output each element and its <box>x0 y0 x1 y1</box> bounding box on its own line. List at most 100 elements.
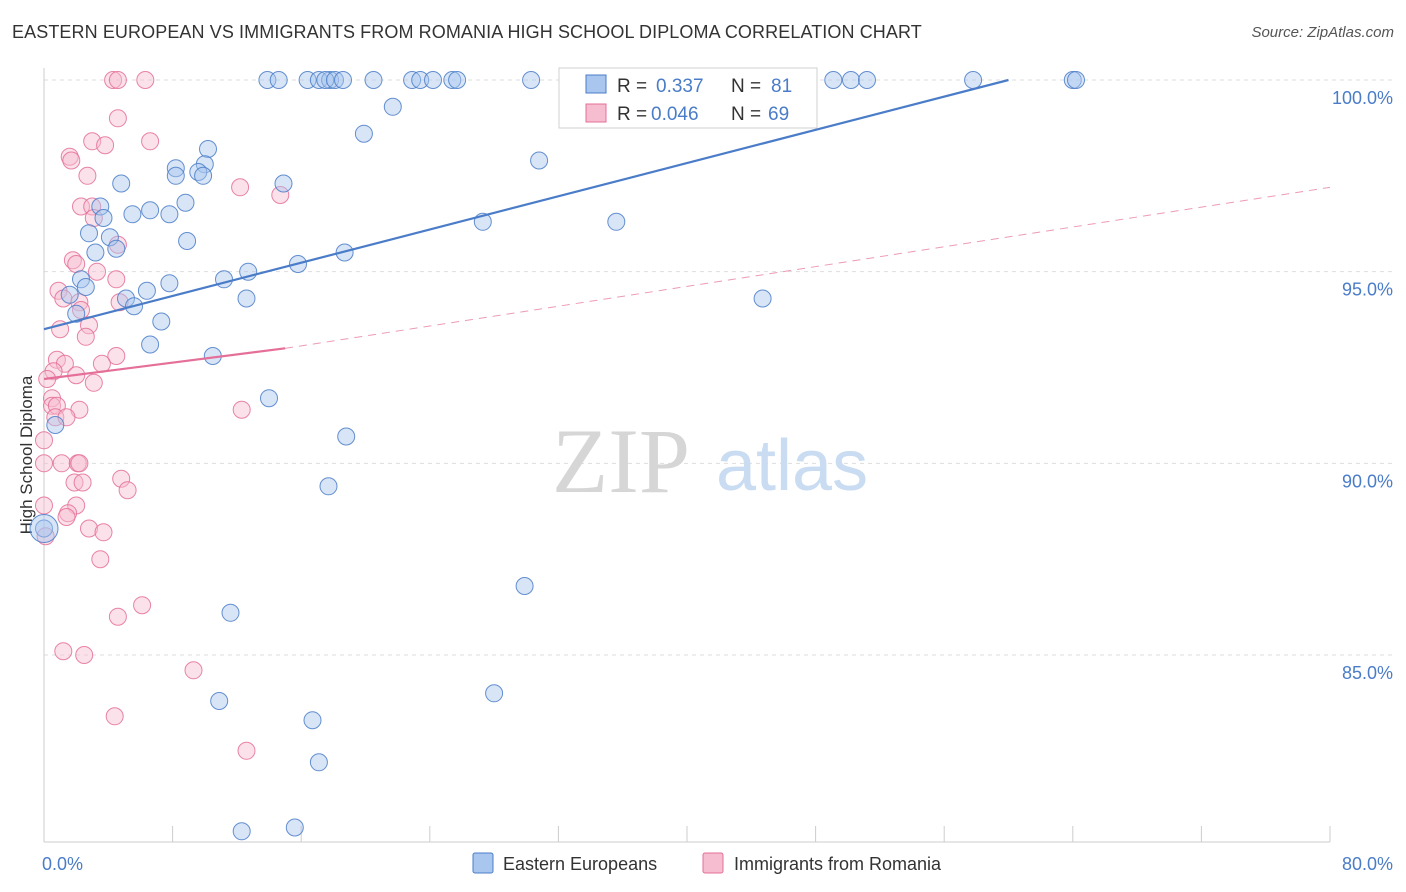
point-eastern-european-40 <box>160 205 179 224</box>
y-tick-label-1: 95.0% <box>1342 280 1393 300</box>
point-eastern-european-55 <box>137 281 156 300</box>
point-romania-34 <box>84 373 103 392</box>
point-romania-6 <box>96 136 115 155</box>
point-romania-62 <box>54 642 73 661</box>
point-romania-52 <box>35 496 53 515</box>
stats-n-label-2: N = <box>731 104 761 125</box>
point-eastern-european-62 <box>152 312 171 331</box>
point-eastern-european-45 <box>178 232 197 250</box>
point-romania-32 <box>44 362 63 381</box>
point-eastern-european-73 <box>210 692 229 710</box>
legend-label-eastern-europeans: Eastern Europeans <box>503 854 657 874</box>
x-tick-labels: 0.0% 80.0% <box>42 854 1393 874</box>
point-eastern-european-4 <box>321 71 340 89</box>
point-romania-18 <box>88 262 106 281</box>
point-romania-1 <box>108 71 127 89</box>
point-eastern-european-1 <box>269 71 288 89</box>
point-eastern-european-5 <box>316 71 335 89</box>
point-romania-3 <box>108 109 127 128</box>
trendline-romania-2 <box>285 186 1331 349</box>
point-romania-57 <box>94 523 113 542</box>
legend-swatch-immigrants-from-romania <box>702 852 724 874</box>
point-eastern-european-63 <box>141 335 160 354</box>
point-romania-19 <box>107 270 126 289</box>
stats-r-label-1: R = <box>617 76 647 97</box>
point-romania-5 <box>141 132 160 151</box>
point-eastern-european-38 <box>123 205 142 224</box>
point-eastern-european-24 <box>383 97 402 116</box>
point-romania-65 <box>105 707 124 726</box>
point-eastern-european-10 <box>411 71 430 89</box>
point-eastern-european-28 <box>530 151 549 170</box>
point-eastern-european-8 <box>364 71 383 89</box>
stats-box: R = 0.337 N = 81 R = 0.046 N = 69 <box>558 67 818 129</box>
stats-r-label-2: R = <box>617 104 647 125</box>
y-tick-labels: 100.0% 95.0% 90.0% 85.0% <box>1332 88 1393 683</box>
gridlines <box>44 79 1395 656</box>
point-romania-30 <box>92 354 111 373</box>
point-eastern-european-42 <box>607 212 626 231</box>
watermark-atlas: atlas <box>716 426 868 506</box>
point-eastern-european-32 <box>166 166 185 185</box>
point-romania-43 <box>35 431 53 450</box>
trendline-romania-1 <box>43 347 286 381</box>
point-eastern-european-44 <box>100 228 119 247</box>
stats-r-value-1: 0.337 <box>656 76 704 97</box>
x-tick-label-min: 0.0% <box>42 854 83 874</box>
point-romania-61 <box>108 607 127 626</box>
stats-swatch-blue <box>585 74 607 94</box>
legend-swatch-eastern-europeans <box>472 852 494 874</box>
point-eastern-european-large <box>29 514 59 543</box>
chart-title: EASTERN EUROPEAN VS IMMIGRANTS FROM ROMA… <box>12 22 922 42</box>
point-eastern-european-25 <box>354 124 373 143</box>
point-eastern-european-27 <box>195 155 214 174</box>
point-eastern-european-35 <box>176 193 195 212</box>
point-eastern-european-31 <box>194 166 213 185</box>
point-romania-63 <box>75 646 94 664</box>
point-eastern-european-19 <box>842 71 860 89</box>
y-tick-label-2: 90.0% <box>1342 471 1393 491</box>
point-eastern-european-39 <box>94 209 113 227</box>
watermark: ZIP atlas <box>552 410 868 512</box>
point-romania-28 <box>107 347 126 365</box>
point-romania-64 <box>184 661 203 680</box>
point-eastern-european-43 <box>80 224 98 243</box>
y-axis-label: High School Diploma <box>17 375 36 534</box>
point-eastern-european-75 <box>309 753 328 772</box>
watermark-zip: ZIP <box>552 410 690 512</box>
point-romania-59 <box>91 550 110 569</box>
point-eastern-european-69 <box>35 519 53 538</box>
point-eastern-european-70 <box>515 577 534 595</box>
point-romania-47 <box>70 454 89 473</box>
point-eastern-european-77 <box>285 818 304 837</box>
point-romania-66 <box>237 741 256 760</box>
trendline-eastern-europeans-0 <box>43 78 1009 331</box>
point-romania-8 <box>62 151 81 170</box>
point-romania-2 <box>136 71 155 89</box>
point-eastern-european-7 <box>334 71 352 89</box>
point-romania-0 <box>104 71 123 89</box>
stats-r-value-2: 0.046 <box>651 104 699 125</box>
point-eastern-european-74 <box>303 711 322 730</box>
point-eastern-european-54 <box>76 278 95 296</box>
point-eastern-european-56 <box>60 285 79 304</box>
point-eastern-european-20 <box>858 71 876 89</box>
point-romania-58 <box>36 527 55 546</box>
point-eastern-european-71 <box>221 603 240 622</box>
point-romania-48 <box>112 469 131 488</box>
stats-n-value-1: 81 <box>771 76 792 97</box>
point-eastern-european-57 <box>237 289 256 308</box>
point-romania-37 <box>43 396 61 415</box>
point-romania-56 <box>80 519 98 538</box>
point-eastern-european-11 <box>424 71 442 89</box>
point-romania-45 <box>52 454 71 473</box>
point-romania-10 <box>231 178 250 197</box>
point-eastern-european-61 <box>67 304 86 323</box>
point-eastern-european-13 <box>448 71 467 89</box>
point-eastern-european-72 <box>485 684 504 703</box>
point-eastern-european-68 <box>319 477 338 496</box>
point-eastern-european-53 <box>160 274 179 293</box>
point-romania-50 <box>73 473 92 492</box>
point-romania-40 <box>232 400 251 419</box>
